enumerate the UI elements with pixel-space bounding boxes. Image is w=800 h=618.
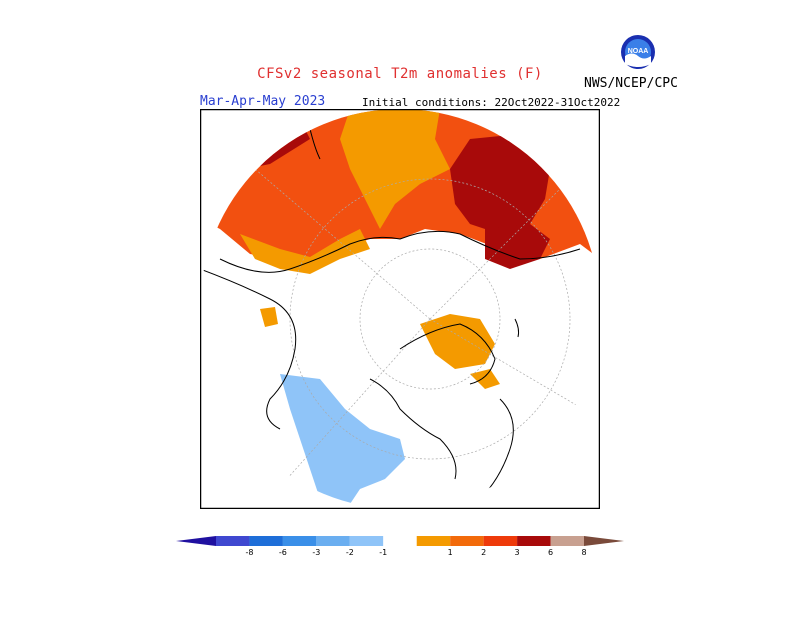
legend-tick-label: -1 bbox=[379, 548, 387, 557]
legend-swatch bbox=[550, 536, 584, 546]
map-frame bbox=[200, 109, 600, 509]
legend-tick-label: -6 bbox=[279, 548, 287, 557]
legend-labels: -8 -6 -3 -2 -1 1 2 3 6 8 bbox=[245, 548, 586, 557]
anomaly-orange-canada bbox=[420, 314, 495, 369]
legend-tick-label: 1 bbox=[448, 548, 453, 557]
legend-tick-label: 3 bbox=[515, 548, 520, 557]
initial-conditions-label: Initial conditions: 22Oct2022-31Oct2022 bbox=[362, 96, 621, 109]
legend-swatch bbox=[216, 536, 250, 546]
legend-tick-label: -3 bbox=[312, 548, 320, 557]
anomaly-orange-greenland bbox=[470, 369, 500, 389]
legend-swatch bbox=[450, 536, 484, 546]
legend-swatch bbox=[282, 536, 317, 546]
noaa-logo-icon: NOAA bbox=[621, 35, 655, 69]
polar-map bbox=[200, 109, 600, 509]
anomaly-orange-small bbox=[260, 307, 278, 327]
anomaly-darkred-siberia bbox=[485, 224, 550, 269]
legend-right-arrow bbox=[584, 536, 624, 546]
legend-tick-label: -2 bbox=[346, 548, 354, 557]
legend-left-arrow bbox=[176, 536, 216, 546]
legend-tick-label: 8 bbox=[581, 548, 586, 557]
logo-text: NOAA bbox=[628, 48, 649, 55]
anomaly-darkred-north bbox=[450, 134, 550, 234]
anomaly-orange-band bbox=[240, 229, 370, 274]
map-title: CFSv2 seasonal T2m anomalies (F) bbox=[257, 66, 543, 82]
legend-swatch bbox=[383, 536, 417, 546]
anomaly-orange-north bbox=[340, 109, 450, 229]
legend-tick-label: 2 bbox=[481, 548, 486, 557]
legend-swatch bbox=[316, 536, 350, 546]
anomaly-blue-asia bbox=[280, 374, 405, 504]
legend-swatches bbox=[176, 536, 624, 546]
legend-swatch bbox=[517, 536, 551, 546]
coastlines bbox=[200, 128, 581, 500]
legend-swatch bbox=[416, 536, 451, 546]
legend-swatch bbox=[483, 536, 518, 546]
season-label: Mar-Apr-May 2023 bbox=[200, 94, 326, 109]
legend-tick-label: 6 bbox=[548, 548, 553, 557]
color-legend: -8 -6 -3 -2 -1 1 2 3 6 8 bbox=[176, 536, 624, 557]
agency-label: NWS/NCEP/CPC bbox=[584, 76, 678, 91]
legend-swatch bbox=[249, 536, 283, 546]
legend-tick-label: -8 bbox=[245, 548, 253, 557]
legend-swatch bbox=[349, 536, 384, 546]
